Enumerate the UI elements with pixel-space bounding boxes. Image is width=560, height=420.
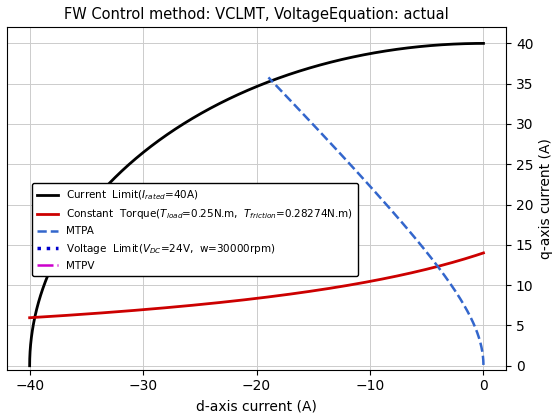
Constant  Torque($T_{load}$=0.25N.m,  $T_{friction}$=0.28274N.m) bbox=[232, 298, 239, 303]
MTPA bbox=[367, 184, 374, 189]
MTPA bbox=[389, 210, 396, 215]
Constant  Torque($T_{load}$=0.25N.m,  $T_{friction}$=0.28274N.m) bbox=[106, 310, 113, 315]
MTPA bbox=[323, 136, 330, 142]
Current  Limit($I_{rated}$=40A) bbox=[26, 363, 33, 368]
MTPA bbox=[360, 176, 367, 181]
Current  Limit($I_{rated}$=40A) bbox=[180, 121, 187, 126]
Current  Limit($I_{rated}$=40A) bbox=[211, 104, 217, 109]
Line: Current  Limit($I_{rated}$=40A): Current Limit($I_{rated}$=40A) bbox=[30, 43, 483, 366]
Constant  Torque($T_{load}$=0.25N.m,  $T_{friction}$=0.28274N.m) bbox=[480, 250, 487, 255]
Line: MTPA: MTPA bbox=[268, 77, 483, 365]
MTPA bbox=[265, 75, 272, 80]
X-axis label: d-axis current (A): d-axis current (A) bbox=[196, 399, 317, 413]
Current  Limit($I_{rated}$=40A) bbox=[480, 41, 487, 46]
Constant  Torque($T_{load}$=0.25N.m,  $T_{friction}$=0.28274N.m) bbox=[294, 291, 301, 296]
Y-axis label: q-axis current (A): q-axis current (A) bbox=[539, 138, 553, 259]
Current  Limit($I_{rated}$=40A) bbox=[463, 41, 470, 46]
Current  Limit($I_{rated}$=40A) bbox=[147, 144, 153, 150]
Line: Constant  Torque($T_{load}$=0.25N.m,  $T_{friction}$=0.28274N.m): Constant Torque($T_{load}$=0.25N.m, $T_{… bbox=[30, 253, 483, 318]
Legend: Current  Limit($I_{rated}$=40A), Constant  Torque($T_{load}$=0.25N.m,  $T_{frict: Current Limit($I_{rated}$=40A), Constant… bbox=[32, 183, 358, 276]
Constant  Torque($T_{load}$=0.25N.m,  $T_{friction}$=0.28274N.m) bbox=[26, 315, 33, 320]
MTPA bbox=[464, 307, 470, 312]
Constant  Torque($T_{load}$=0.25N.m,  $T_{friction}$=0.28274N.m) bbox=[368, 278, 375, 284]
Constant  Torque($T_{load}$=0.25N.m,  $T_{friction}$=0.28274N.m) bbox=[329, 285, 336, 290]
MTPA bbox=[343, 158, 350, 163]
MTPA bbox=[480, 362, 487, 368]
Current  Limit($I_{rated}$=40A) bbox=[150, 142, 156, 147]
Current  Limit($I_{rated}$=40A) bbox=[353, 54, 360, 59]
Title: FW Control method: VCLMT, VoltageEquation: actual: FW Control method: VCLMT, VoltageEquatio… bbox=[64, 7, 449, 22]
Constant  Torque($T_{load}$=0.25N.m,  $T_{friction}$=0.28274N.m) bbox=[143, 307, 150, 312]
